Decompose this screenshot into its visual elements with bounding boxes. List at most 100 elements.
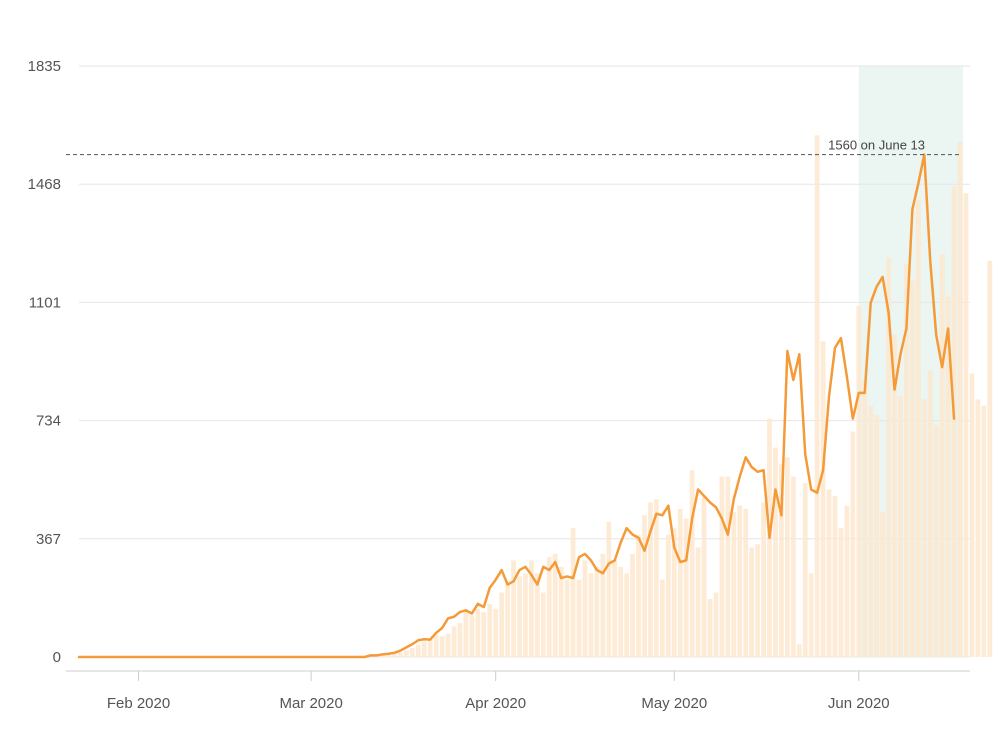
bar <box>659 579 665 657</box>
x-tick-label: Apr 2020 <box>465 695 526 712</box>
bar <box>505 582 510 657</box>
bar <box>880 512 885 657</box>
bar <box>511 560 516 657</box>
bar <box>624 573 630 657</box>
bar <box>469 615 475 657</box>
bar <box>552 553 558 657</box>
y-tick-label: 1468 <box>28 176 61 193</box>
bar <box>779 463 784 657</box>
bar <box>832 495 838 657</box>
x-tick-label: Feb 2020 <box>107 695 170 712</box>
bar <box>820 341 826 657</box>
x-axis-group: Feb 2020 Mar 2020 Apr 2020 May 2020 Jun 2020 <box>66 670 970 712</box>
bar <box>838 528 844 657</box>
bar <box>868 405 874 657</box>
bar <box>386 655 391 657</box>
bar <box>606 521 612 657</box>
bar <box>642 515 647 657</box>
bar <box>439 636 445 657</box>
bar <box>951 186 957 658</box>
bar <box>523 573 528 657</box>
y-tick-label: 734 <box>36 413 61 430</box>
bar <box>677 508 683 657</box>
bar <box>588 573 594 657</box>
bar <box>725 476 731 657</box>
bar <box>874 415 880 657</box>
bar <box>415 644 421 657</box>
bar <box>445 633 451 657</box>
bar <box>975 399 981 657</box>
bar <box>892 334 897 657</box>
bar <box>421 641 427 657</box>
bar <box>636 534 641 657</box>
bar <box>493 608 499 657</box>
x-tick-label: Jun 2020 <box>828 695 890 712</box>
bar <box>481 611 487 657</box>
bar <box>540 592 546 657</box>
x-tick-label: Mar 2020 <box>279 695 342 712</box>
bars-group <box>368 135 993 658</box>
bar <box>392 654 397 657</box>
bar <box>755 544 760 657</box>
bar <box>761 502 766 657</box>
y-tick-label: 367 <box>36 531 61 548</box>
bar <box>671 528 677 657</box>
bar <box>612 560 618 657</box>
bar <box>743 508 749 657</box>
bar <box>790 476 796 657</box>
bar <box>529 560 534 657</box>
bar <box>844 505 850 657</box>
bar <box>654 499 659 657</box>
bar <box>427 638 433 657</box>
bar <box>648 502 653 657</box>
bar <box>499 592 505 657</box>
bar <box>963 193 969 657</box>
bar <box>517 576 522 657</box>
reference-line-label: 1560 on June 13 <box>828 138 925 153</box>
bar <box>600 553 606 657</box>
line-group <box>77 153 956 659</box>
bar <box>933 425 939 657</box>
bar <box>570 528 576 657</box>
y-tick-label: 0 <box>53 649 61 666</box>
bar <box>814 135 820 657</box>
bar <box>564 579 570 657</box>
bar <box>487 603 493 657</box>
bar <box>719 476 725 657</box>
bar <box>773 447 778 657</box>
bar <box>796 644 802 657</box>
bar <box>987 260 993 657</box>
bar <box>463 611 469 657</box>
bar <box>731 512 737 657</box>
bar <box>939 254 945 657</box>
bar <box>707 599 713 657</box>
bar <box>904 264 909 657</box>
bar <box>749 547 755 657</box>
bar <box>683 518 689 657</box>
bar <box>594 566 600 657</box>
bar <box>945 296 951 657</box>
bar <box>850 431 856 657</box>
bar <box>808 573 814 657</box>
bar <box>576 579 582 657</box>
series-line <box>77 153 956 659</box>
bar <box>957 141 963 657</box>
x-tick-label: May 2020 <box>641 695 707 712</box>
bar <box>630 553 635 657</box>
bar <box>921 399 927 657</box>
bar <box>457 623 463 657</box>
bar <box>737 505 743 657</box>
bar <box>927 370 933 657</box>
bar <box>433 635 439 657</box>
bar <box>695 547 701 657</box>
bar <box>475 608 481 657</box>
bar <box>784 457 790 657</box>
bar <box>689 470 695 657</box>
bar <box>981 405 987 657</box>
y-tick-label: 1101 <box>29 294 61 311</box>
bar <box>886 257 891 657</box>
bar <box>826 489 832 657</box>
bar <box>802 483 808 657</box>
